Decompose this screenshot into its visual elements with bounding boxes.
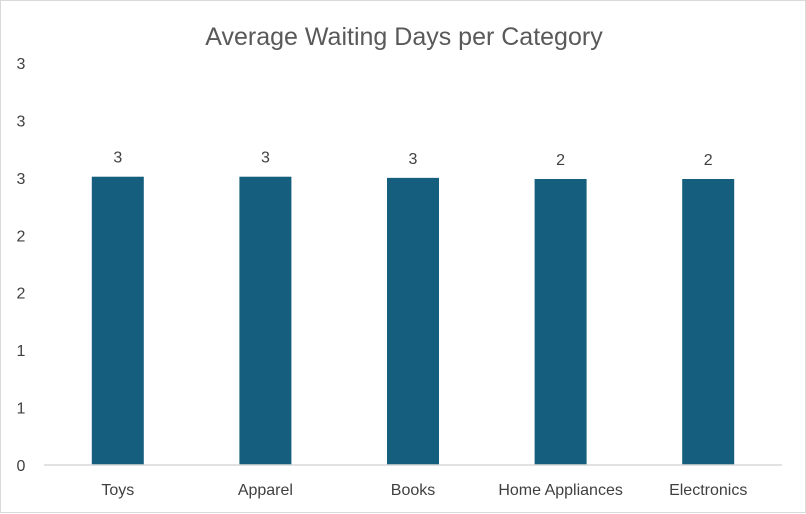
x-tick-label: Electronics — [669, 482, 747, 499]
bars — [91, 176, 735, 466]
x-tick-label: Home Appliances — [498, 482, 623, 499]
y-tick-label: 3 — [17, 56, 26, 73]
bar-data-label: 2 — [704, 152, 713, 169]
bar-data-label: 3 — [113, 150, 122, 167]
y-tick-label: 3 — [17, 171, 26, 188]
data-labels: 3 3 3 2 2 — [113, 150, 712, 169]
y-axis: 0 1 1 2 2 3 3 3 — [17, 56, 26, 475]
y-tick-label: 0 — [17, 458, 26, 475]
bar — [387, 177, 439, 465]
y-tick-label: 1 — [17, 343, 26, 360]
bar — [534, 179, 587, 465]
x-tick-label: Toys — [101, 482, 134, 499]
x-axis: Toys Apparel Books Home Appliances Electroni… — [44, 464, 782, 499]
x-tick-label: Books — [391, 482, 435, 499]
x-tick-label: Apparel — [238, 482, 293, 499]
bar-data-label: 2 — [556, 152, 565, 169]
bar-data-label: 3 — [261, 150, 270, 167]
bar — [239, 176, 292, 466]
y-tick-label: 1 — [17, 401, 26, 418]
chart-title: Average Waiting Days per Category — [205, 23, 603, 51]
y-tick-label: 3 — [17, 113, 26, 130]
bar — [91, 176, 144, 466]
bar-data-label: 3 — [409, 151, 418, 168]
bar — [682, 179, 735, 465]
y-tick-label: 2 — [17, 228, 26, 245]
y-tick-label: 2 — [17, 286, 26, 303]
